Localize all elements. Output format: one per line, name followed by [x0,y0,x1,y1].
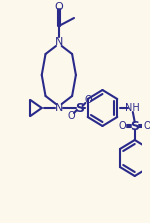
Text: O: O [119,121,126,131]
Text: N: N [55,37,63,47]
Text: S: S [130,120,139,132]
Text: O: O [143,121,150,131]
Text: S: S [75,101,84,114]
Text: O: O [67,111,75,121]
Text: O: O [84,95,92,105]
Text: N: N [55,103,63,113]
Text: O: O [54,2,63,12]
Text: NH: NH [125,103,140,113]
